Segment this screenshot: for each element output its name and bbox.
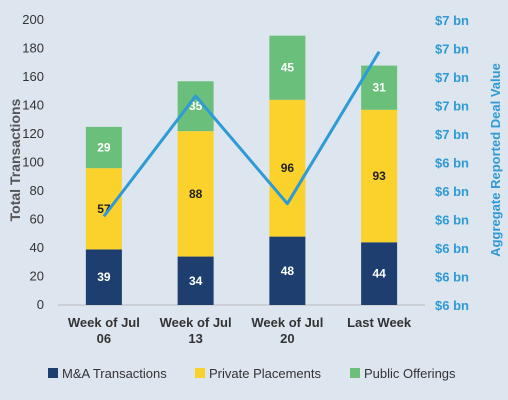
y-tick-label: 40 [30, 240, 44, 255]
y2-axis-title: Aggregate Reported Deal Value [488, 63, 503, 257]
bar-segment [269, 236, 306, 305]
y-tick-label: 80 [30, 183, 44, 198]
left-axis-ticks: 0 20 40 60 80 100 120 140 160 180 200 [22, 12, 44, 312]
bar-data-label: 29 [97, 141, 111, 155]
y-tick-label: 200 [22, 12, 44, 27]
x-tick-label: Week of Jul 20 [251, 315, 323, 346]
bar-segment [177, 131, 214, 257]
deal-value-line-path [102, 50, 381, 218]
bar-segment [177, 256, 214, 305]
x-axis-ticks: Week of Jul 06 Week of Jul 13 Week of Jul 20 L… [68, 315, 412, 346]
legend-swatch [195, 368, 205, 378]
bar-segment [85, 168, 122, 250]
bar-data-label: 93 [372, 169, 386, 183]
bar-segment [361, 109, 398, 243]
bar-data-label: 34 [189, 274, 203, 288]
y-tick-label: 120 [22, 126, 44, 141]
bar-segment [269, 99, 306, 237]
y-tick-label: 20 [30, 269, 44, 284]
y2-tick-label: $7 bn [435, 13, 469, 28]
bar-data-label: 39 [97, 270, 111, 284]
bar-data-label: 48 [281, 264, 295, 278]
y2-tick-label: $7 bn [435, 99, 469, 114]
bar-segment [85, 249, 122, 305]
y2-tick-label: $6 bn [435, 270, 469, 285]
bar-data-label: 96 [281, 161, 295, 175]
bar-data-label: 45 [281, 61, 295, 75]
x-tick-label: Week of Jul 06 [68, 315, 140, 346]
legend-swatch [350, 368, 360, 378]
y-tick-label: 60 [30, 212, 44, 227]
y2-tick-label: $6 bn [435, 213, 469, 228]
y2-tick-label: $6 bn [435, 156, 469, 171]
y2-tick-label: $6 bn [435, 298, 469, 313]
x-tick-label: Week of Jul 13 [160, 315, 232, 346]
y-tick-label: 0 [37, 297, 44, 312]
deal-value-line [102, 50, 381, 218]
y2-tick-label: $7 bn [435, 127, 469, 142]
y-tick-label: 160 [22, 69, 44, 84]
legend: M&A Transactions Private Placements Public… [48, 366, 456, 381]
right-axis-ticks: $6 bn $6 bn $6 bn $6 bn $6 bn $6 bn $7 bn $7 bn… [435, 13, 469, 313]
bar-segment [177, 81, 214, 132]
y-tick-label: 100 [22, 155, 44, 170]
legend-label: M&A Transactions [62, 366, 167, 381]
bar-data-label: 88 [189, 187, 203, 201]
bar-segment [361, 242, 398, 305]
legend-label: Public Offerings [364, 366, 456, 381]
bar-segment [85, 126, 122, 169]
bar-stacks [85, 35, 398, 305]
bar-data-label: 44 [372, 267, 386, 281]
x-tick-label: Last Week [347, 315, 412, 330]
bar-segment [269, 35, 306, 100]
bar-data-label: 31 [372, 81, 386, 95]
y-tick-label: 180 [22, 41, 44, 56]
legend-label: Private Placements [209, 366, 321, 381]
y-tick-label: 140 [22, 98, 44, 113]
y-axis-title: Total Transactions [7, 98, 23, 221]
y2-tick-label: $6 bn [435, 241, 469, 256]
y2-tick-label: $7 bn [435, 70, 469, 85]
y2-tick-label: $6 bn [435, 184, 469, 199]
legend-swatch [48, 368, 58, 378]
y2-tick-label: $7 bn [435, 42, 469, 57]
